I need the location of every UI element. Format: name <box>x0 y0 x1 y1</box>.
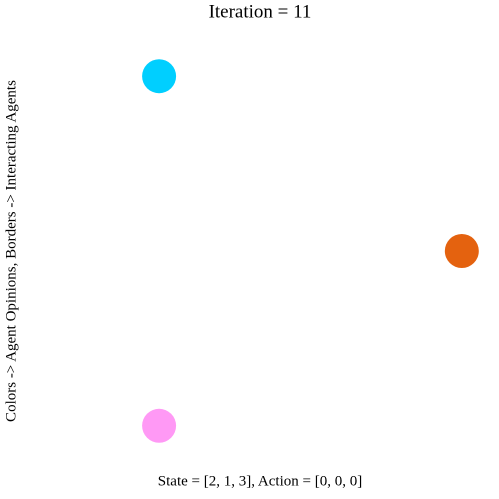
y-axis-label: Colors -> Agent Opinions, Borders -> Int… <box>3 80 19 422</box>
chart-title: Iteration = 11 <box>209 1 312 22</box>
agent-point <box>142 59 177 94</box>
agent-point <box>444 234 479 268</box>
x-axis-label: State = [2, 1, 3], Action = [0, 0, 0] <box>158 473 362 489</box>
agent-point <box>142 408 177 443</box>
